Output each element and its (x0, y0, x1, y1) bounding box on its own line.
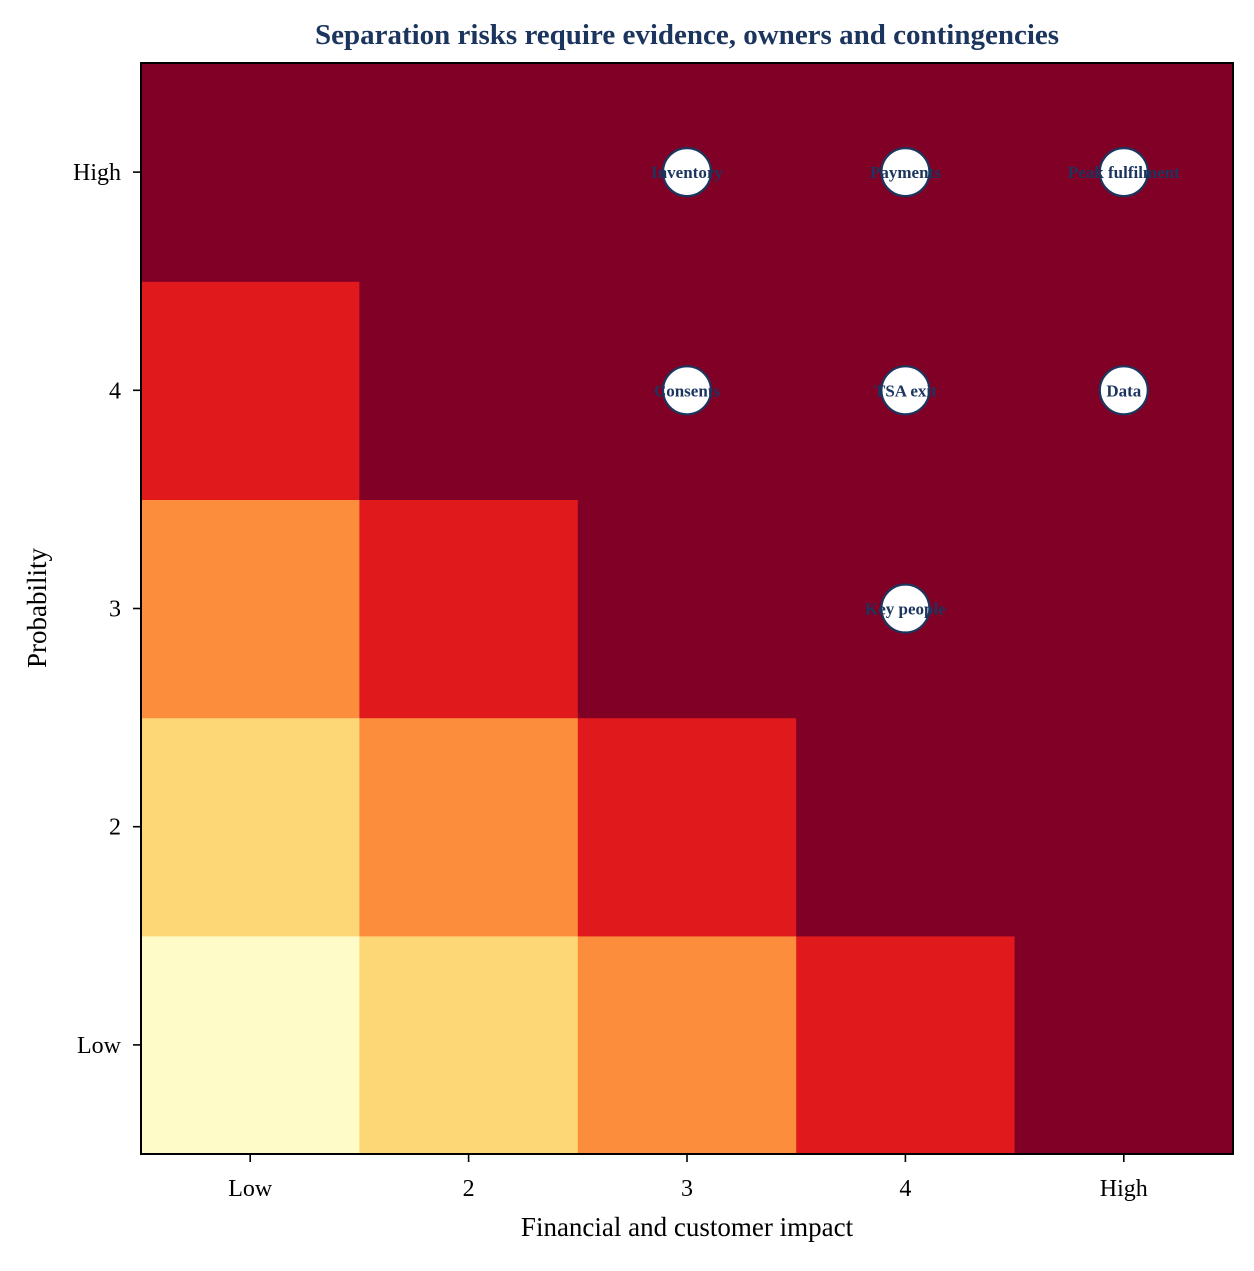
risk-marker (661, 365, 713, 416)
risk-marker-label: TSA exit (874, 381, 937, 400)
x-tick-label: 3 (681, 1176, 693, 1202)
heatmap-cell (577, 499, 797, 719)
x-tick-label: 4 (899, 1176, 911, 1202)
heatmap-cell (141, 63, 360, 282)
y-tick-label: High (73, 160, 121, 186)
chart-title: Separation risks require evidence, owner… (315, 19, 1059, 51)
risk-marker-label: Data (1106, 381, 1141, 400)
y-tick-label: Low (77, 1033, 122, 1059)
heatmap-cell (359, 717, 579, 937)
y-tick-label: 2 (109, 815, 121, 841)
heatmap-cell (141, 935, 360, 1155)
risk-marker-label: Key people (865, 600, 946, 619)
axis-ticks: Low 2 3 4 High Low 2 3 4 High (73, 160, 1148, 1202)
risk-marker-label: Inventory (651, 163, 723, 182)
heatmap-cell (359, 935, 579, 1155)
heatmap-cell (796, 717, 1016, 937)
risk-marker-label: Peak fulfilment (1068, 163, 1180, 182)
heatmap-cell (1014, 499, 1234, 719)
y-tick-label: 3 (109, 597, 121, 623)
heatmap-cell (1014, 717, 1234, 937)
heatmap-cell (1014, 935, 1234, 1155)
x-tick-label: Low (228, 1176, 273, 1202)
plot-frame (140, 62, 1234, 1155)
heatmap-cell (359, 499, 579, 719)
risk-marker (880, 147, 931, 198)
risk-marker (661, 147, 713, 198)
x-axis-label: Financial and customer impact (521, 1212, 854, 1242)
risk-markers: Inventory Payments Peak fulfilment Consents… (651, 147, 1180, 634)
x-tick-label: High (1100, 1176, 1148, 1202)
heatmap-cell (141, 499, 360, 719)
risk-marker (880, 583, 931, 634)
risk-marker (1098, 147, 1149, 198)
heatmap-cell (577, 935, 797, 1155)
x-tick-label: 2 (463, 1176, 475, 1202)
y-axis-label: Probability (22, 548, 52, 668)
risk-marker-label: Consents (654, 381, 721, 400)
risk-marker (880, 365, 931, 416)
heatmap-cell (796, 935, 1016, 1155)
risk-marker-label: Payments (870, 163, 941, 182)
heatmap-cell (141, 281, 360, 500)
heatmap-cell (141, 717, 360, 937)
heatmap-cell (359, 63, 579, 282)
heatmap-cell (577, 717, 797, 937)
risk-marker (1098, 365, 1149, 416)
y-tick-label: 4 (109, 378, 121, 404)
heatmap-cells (141, 63, 1234, 1155)
heatmap-cell (359, 281, 579, 500)
